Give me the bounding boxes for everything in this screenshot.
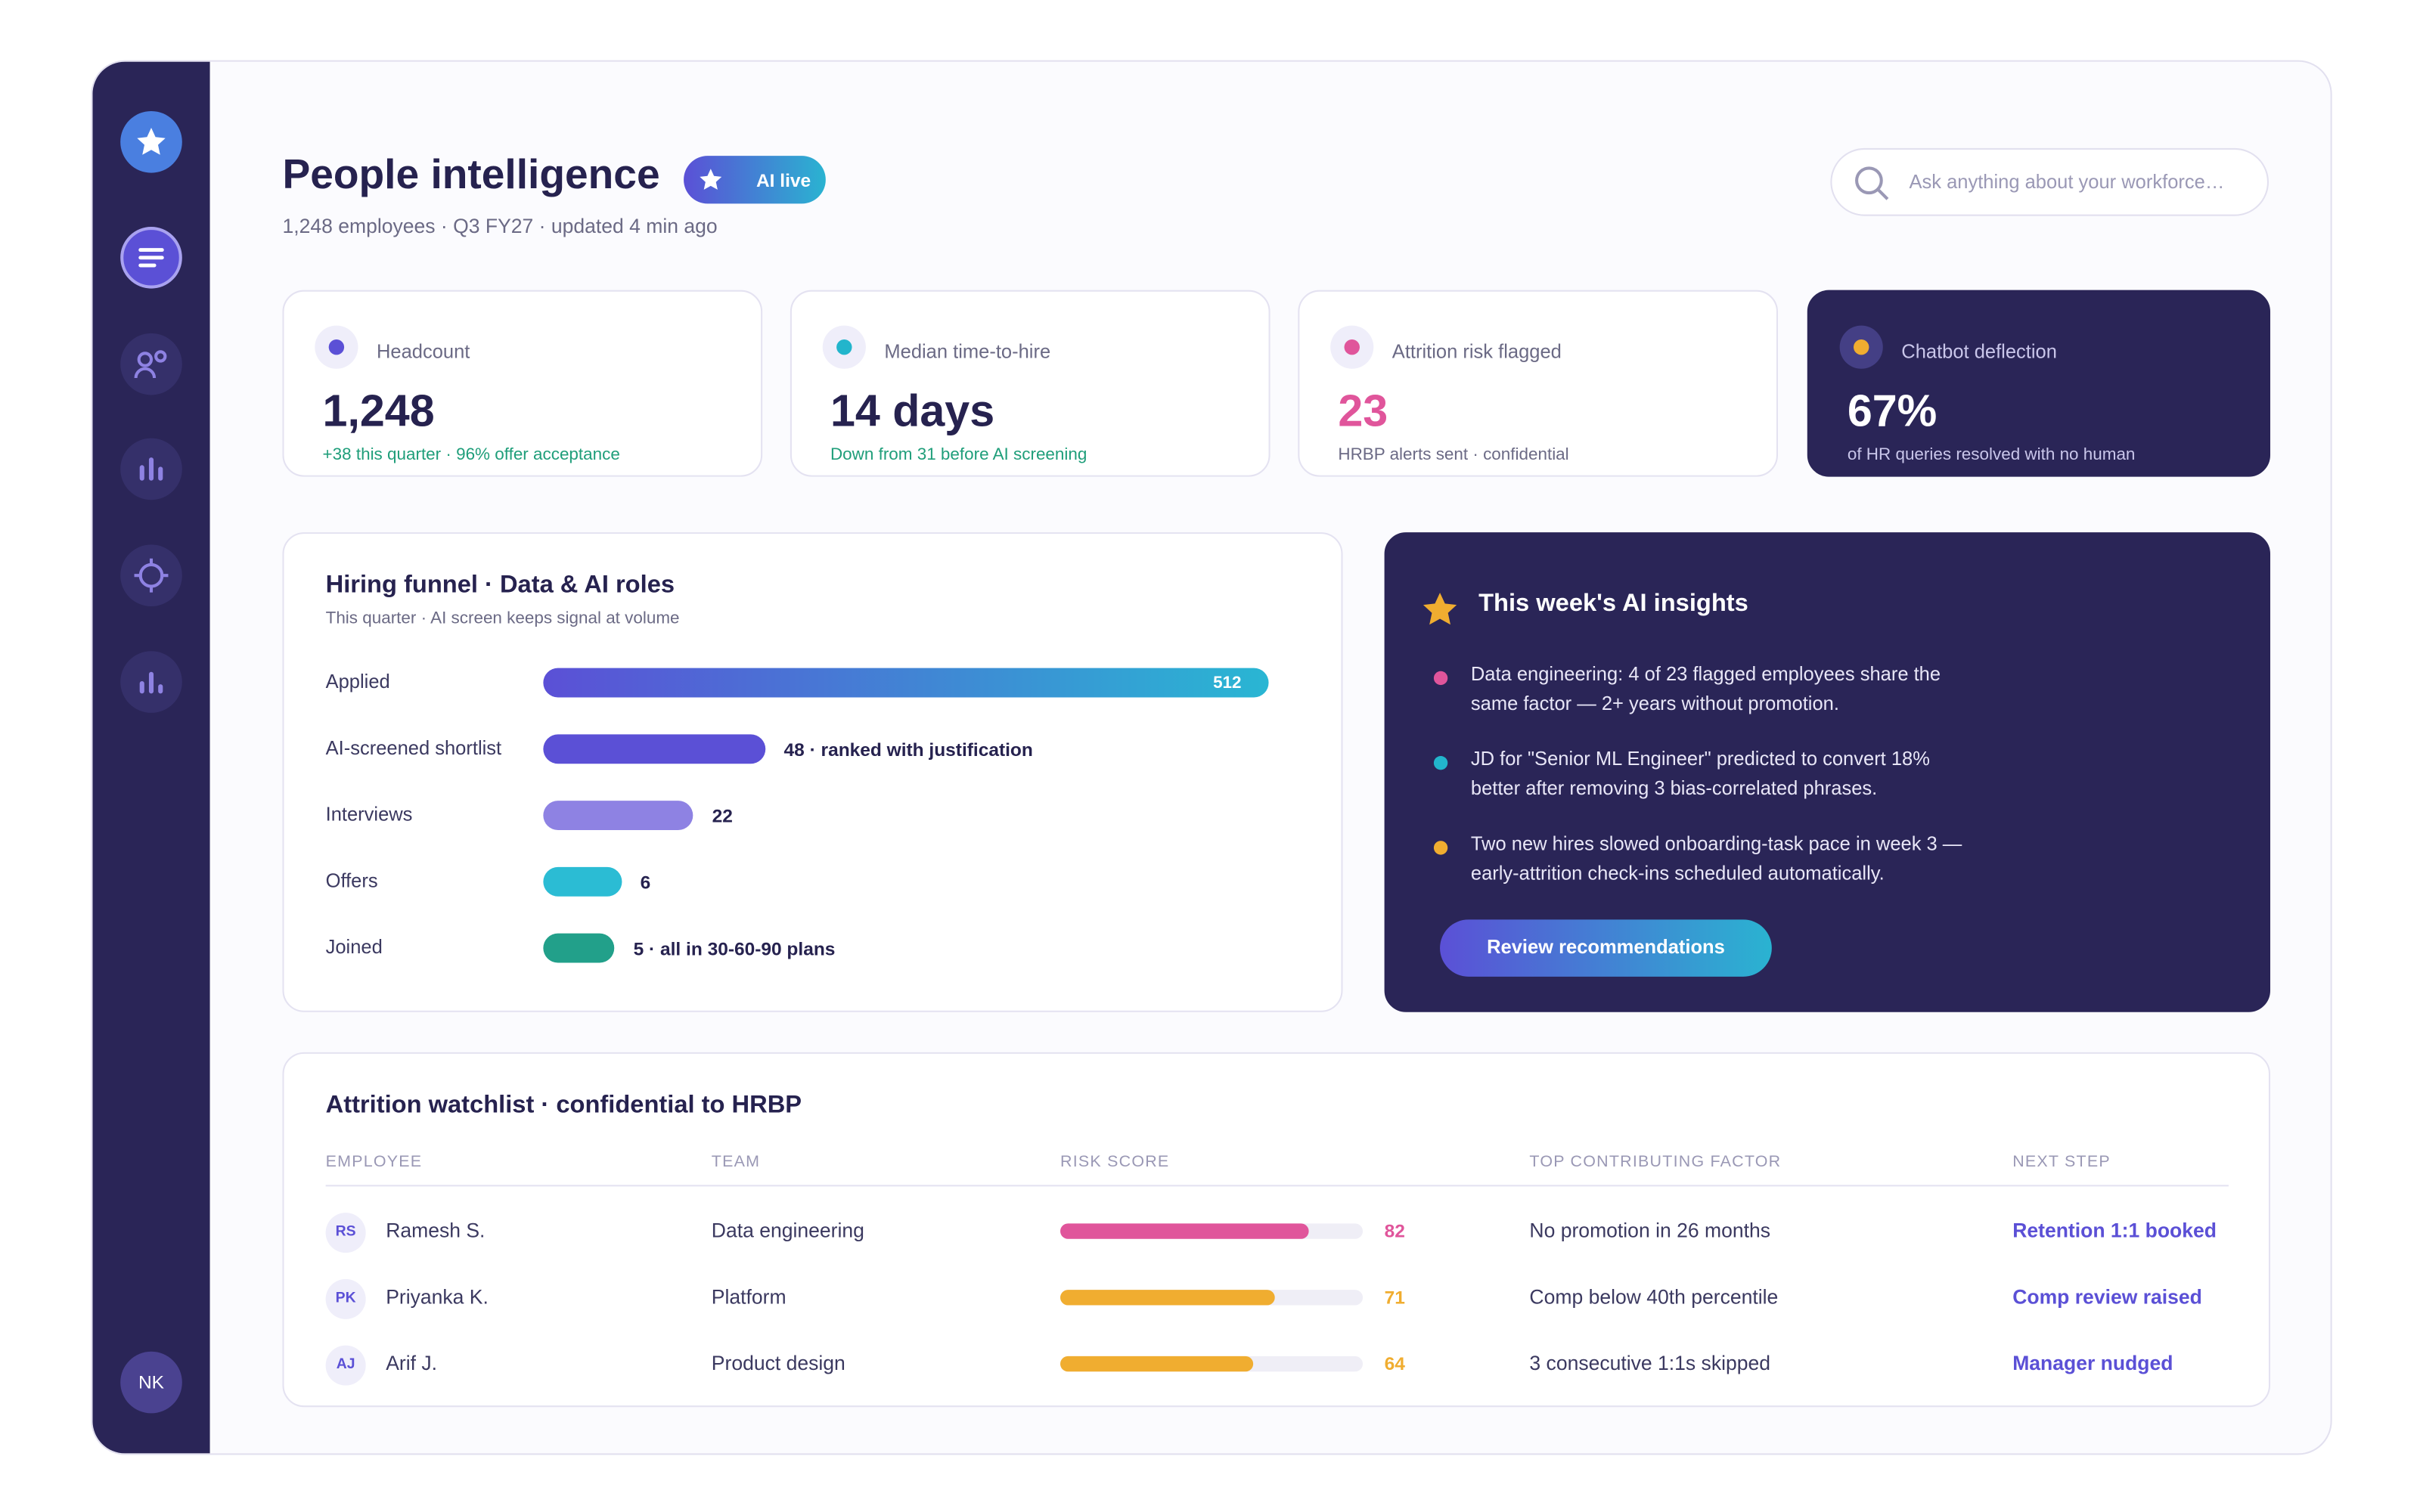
risk-bar xyxy=(1060,1290,1276,1306)
kpi-label: Attrition risk flagged xyxy=(1392,341,1562,363)
insights-title: This week's AI insights xyxy=(1478,590,1748,618)
kpi-label: Headcount xyxy=(376,341,470,363)
employee-name: Arif J. xyxy=(386,1351,438,1375)
stage-label: Offers xyxy=(325,870,378,892)
page-subtitle: 1,248 employees · Q3 FY27 · updated 4 mi… xyxy=(282,214,718,238)
next-step[interactable]: Manager nudged xyxy=(2012,1351,2173,1375)
kpi-icon xyxy=(315,325,358,369)
kpi-card: Attrition risk flagged 23 HRBP alerts sent… xyxy=(1298,290,1779,477)
column-header: TOP CONTRIBUTING FACTOR xyxy=(1529,1152,1782,1171)
funnel-value-label: 6 xyxy=(640,872,651,894)
avatar: AJ xyxy=(325,1345,366,1386)
kpi-card: Median time-to-hire 14 days Down from 31 b… xyxy=(790,290,1270,477)
factor: Comp below 40th percentile xyxy=(1529,1284,1779,1309)
funnel-value-label: 48 · ranked with justification xyxy=(783,739,1033,761)
kpi-card: Headcount 1,248 +38 this quarter · 96% off… xyxy=(282,290,763,477)
kpi-label: Chatbot deflection xyxy=(1901,341,2057,363)
logo[interactable] xyxy=(120,110,182,173)
insight-dot xyxy=(1433,671,1448,686)
funnel-bar xyxy=(543,668,1269,698)
avatar: RS xyxy=(325,1213,366,1253)
watchlist-card: Attrition watchlist · confidential to HR… xyxy=(282,1052,2271,1408)
column-header: NEXT STEP xyxy=(2012,1152,2111,1171)
header-rule xyxy=(325,1185,2229,1187)
insight-text: Data engineering: 4 of 23 flagged employ… xyxy=(1470,663,1941,714)
funnel-value-label: 512 xyxy=(1213,674,1242,693)
nav-people[interactable] xyxy=(120,333,182,395)
column-header: TEAM xyxy=(711,1152,761,1171)
avatar: PK xyxy=(325,1278,366,1319)
nav-home[interactable] xyxy=(120,226,182,289)
stage-label: Joined xyxy=(325,936,383,959)
factor: No promotion in 26 months xyxy=(1529,1219,1770,1242)
nav-target[interactable] xyxy=(120,544,182,607)
employee-name: Priyanka K. xyxy=(386,1284,489,1309)
stage-label: Interviews xyxy=(325,804,413,826)
risk-bar xyxy=(1060,1356,1255,1372)
kpi-note: of HR queries resolved with no human xyxy=(1847,445,2136,465)
next-step[interactable]: Retention 1:1 booked xyxy=(2012,1219,2217,1242)
funnel-title: Hiring funnel · Data & AI roles xyxy=(325,572,675,599)
page-title: People intelligence xyxy=(282,150,660,198)
column-header: RISK SCORE xyxy=(1060,1152,1170,1171)
kpi-icon xyxy=(1330,325,1374,369)
watchlist-title: Attrition watchlist · confidential to HR… xyxy=(325,1092,802,1119)
employee-name: Ramesh S. xyxy=(386,1219,486,1242)
insight-text: JD for "Senior ML Engineer" predicted to… xyxy=(1470,748,1930,800)
factor: 3 consecutive 1:1s skipped xyxy=(1529,1351,1771,1375)
next-step[interactable]: Comp review raised xyxy=(2012,1284,2202,1309)
kpi-note: HRBP alerts sent · confidential xyxy=(1338,445,1569,465)
user-avatar[interactable]: NK xyxy=(120,1351,182,1414)
badge-text: AI live xyxy=(755,169,811,192)
sidebar: NK xyxy=(92,61,210,1454)
kpi-icon xyxy=(822,325,866,369)
risk-bar xyxy=(1060,1223,1309,1239)
insight-dot xyxy=(1433,841,1448,855)
risk-score: 71 xyxy=(1384,1287,1405,1309)
review-button[interactable]: Review recommendations xyxy=(1440,919,1772,977)
search-placeholder: Ask anything about your workforce… xyxy=(1909,171,2225,194)
kpi-card: Chatbot deflection 67% of HR queries resol… xyxy=(1807,290,2271,477)
team: Data engineering xyxy=(711,1219,864,1242)
kpi-value: 23 xyxy=(1338,387,1388,437)
kpi-icon xyxy=(1839,325,1883,369)
risk-score: 82 xyxy=(1384,1220,1405,1242)
team: Product design xyxy=(711,1351,845,1375)
insight-text: Two new hires slowed onboarding-task pac… xyxy=(1470,833,1962,885)
kpi-value: 67% xyxy=(1847,387,1938,437)
search-box[interactable]: Ask anything about your workforce… xyxy=(1830,147,2269,216)
funnel-bar xyxy=(543,866,622,897)
insights-card: This week's AI insights Review recommend… xyxy=(1384,532,2271,1012)
kpi-value: 1,248 xyxy=(322,387,435,437)
kpi-note: +38 this quarter · 96% offer acceptance xyxy=(322,445,620,465)
stage-label: AI-screened shortlist xyxy=(325,737,502,760)
column-header: EMPLOYEE xyxy=(325,1152,423,1171)
kpi-note: Down from 31 before AI screening xyxy=(830,445,1087,465)
kpi-value: 14 days xyxy=(830,387,995,437)
funnel-bar xyxy=(543,933,616,963)
stage-label: Applied xyxy=(325,671,390,693)
funnel-value-label: 5 · all in 30-60-90 plans xyxy=(633,937,836,960)
kpi-label: Median time-to-hire xyxy=(884,341,1051,363)
team: Platform xyxy=(711,1284,786,1309)
funnel-bar xyxy=(543,801,694,830)
nav-reports[interactable] xyxy=(120,651,182,713)
funnel-value-label: 22 xyxy=(712,805,733,827)
funnel-card: Hiring funnel · Data & AI roles This qua… xyxy=(282,532,1343,1012)
funnel-subtitle: This quarter · AI screen keeps signal at… xyxy=(325,609,680,628)
ai-badge: AI live xyxy=(684,156,826,204)
risk-score: 64 xyxy=(1384,1352,1405,1375)
funnel-bar xyxy=(543,734,766,764)
insight-dot xyxy=(1433,755,1448,770)
app-frame: NK People intelligence AI live 1,248 emp… xyxy=(91,60,2332,1455)
nav-analytics[interactable] xyxy=(120,438,182,500)
